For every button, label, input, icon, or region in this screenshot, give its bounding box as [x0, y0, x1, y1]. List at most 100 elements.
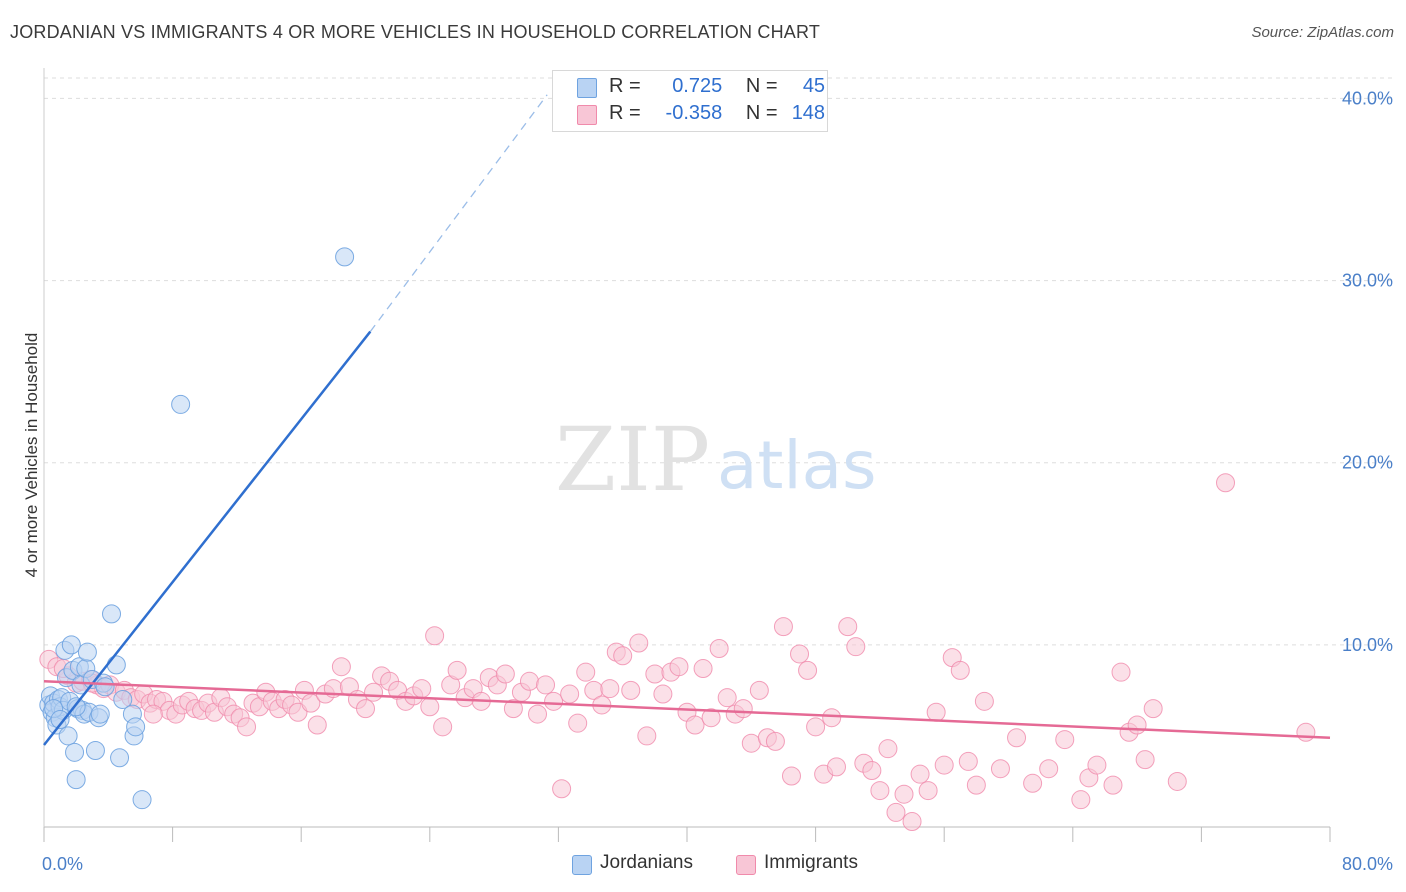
jordanians-point: [50, 710, 70, 730]
immigrants-point: [495, 664, 515, 684]
legend-n-value-jordanians: 45: [802, 75, 826, 97]
legend-r-value-jordanians: 0.725: [672, 75, 723, 97]
trend-lines: [43, 94, 1331, 746]
chart-title: JORDANIAN VS IMMIGRANTS 4 OR MORE VEHICL…: [10, 22, 821, 42]
jordanians-point: [132, 790, 152, 810]
immigrants-point: [637, 726, 657, 746]
immigrants-point: [902, 812, 922, 832]
series-label-jordanians: Jordanians: [600, 852, 693, 873]
series-swatch-jordanians: [572, 855, 592, 875]
legend-r-value-immigrants: -0.358: [665, 102, 723, 124]
immigrants-point: [331, 657, 351, 677]
immigrants-point: [846, 637, 866, 657]
immigrants-point: [519, 671, 539, 691]
immigrants-point: [1007, 728, 1027, 748]
immigrants-point: [974, 691, 994, 711]
jordanians-point: [58, 726, 78, 746]
immigrants-point: [958, 751, 978, 771]
jordanians-point: [90, 704, 110, 724]
immigrants-point: [806, 717, 826, 737]
immigrants-point: [693, 659, 713, 679]
legend-r-label: R =: [609, 75, 647, 97]
jordanians-trend-extension: [369, 94, 548, 332]
watermark-zip: ZIP: [555, 408, 710, 511]
immigrants-point: [966, 775, 986, 795]
y-axis-label: 4 or more Vehicles in Household: [22, 333, 41, 578]
immigrants-point: [990, 759, 1010, 779]
x-tick-label-max: 80.0%: [1342, 854, 1393, 874]
immigrants-point: [685, 715, 705, 735]
immigrants-point: [950, 660, 970, 680]
immigrants-point: [1087, 755, 1107, 775]
jordanians-point: [61, 635, 81, 655]
immigrants-point: [560, 684, 580, 704]
jordanians-point: [95, 677, 115, 697]
jordanians-point: [66, 770, 86, 790]
immigrants-point: [910, 764, 930, 784]
immigrants-point: [412, 679, 432, 699]
jordanians-point: [110, 748, 130, 768]
immigrants-point: [781, 766, 801, 786]
jordanians-point: [65, 742, 85, 762]
immigrants-point: [1111, 662, 1131, 682]
jordanians-point: [106, 655, 126, 675]
immigrants-point: [237, 717, 257, 737]
immigrants-point: [528, 704, 548, 724]
immigrants-point: [425, 626, 445, 646]
immigrants-point: [1103, 775, 1123, 795]
immigrants-point: [765, 731, 785, 751]
jordanians-point: [126, 717, 146, 737]
immigrants-point: [838, 617, 858, 637]
watermark-atlas: atlas: [717, 427, 877, 504]
y-tick-label: 30.0%: [1342, 271, 1393, 291]
immigrants-point: [568, 713, 588, 733]
grid-lines: [44, 77, 1392, 646]
jordanians-point: [102, 604, 122, 624]
immigrants-point: [447, 660, 467, 680]
x-tick-label-min: 0.0%: [42, 854, 83, 874]
immigrants-point: [878, 739, 898, 759]
immigrants-point: [709, 639, 729, 658]
jordanians-point: [77, 642, 97, 662]
immigrants-points: [39, 473, 1316, 832]
y-tick-label: 40.0%: [1342, 88, 1393, 108]
immigrants-point: [926, 702, 946, 722]
immigrants-point: [741, 733, 761, 753]
immigrants-point: [364, 682, 384, 702]
immigrants-point: [1216, 473, 1236, 493]
jordanians-trend-line: [43, 330, 372, 746]
immigrants-point: [862, 761, 882, 781]
watermark: ZIP atlas: [555, 408, 877, 511]
immigrants-point: [790, 644, 810, 664]
immigrants-point: [143, 704, 163, 724]
source-label: Source: ZipAtlas.com: [1251, 24, 1394, 41]
immigrants-point: [544, 691, 564, 711]
legend-swatch-jordanians: [577, 78, 597, 98]
series-label-immigrants: Immigrants: [764, 852, 858, 873]
immigrants-point: [1071, 790, 1091, 810]
immigrants-point: [307, 715, 327, 735]
immigrants-point: [886, 802, 906, 822]
jordanians-points: [39, 247, 355, 810]
y-tick-label: 10.0%: [1342, 635, 1393, 655]
immigrants-point: [934, 755, 954, 775]
jordanians-point: [335, 247, 355, 267]
immigrants-point: [1127, 715, 1147, 735]
jordanians-point: [171, 394, 191, 414]
immigrants-point: [600, 679, 620, 699]
immigrants-point: [1055, 730, 1075, 750]
immigrants-point: [717, 688, 737, 708]
legend-r-label: R =: [609, 102, 647, 124]
immigrants-point: [288, 702, 308, 722]
immigrants-point: [1023, 773, 1043, 793]
correlation-legend: R = 0.725 N = 45 R = -0.358 N = 148: [552, 70, 828, 132]
jordanians-point: [85, 741, 105, 760]
immigrants-point: [629, 633, 649, 653]
immigrants-point: [645, 664, 665, 684]
immigrants-point: [503, 699, 523, 719]
immigrants-point: [669, 657, 689, 677]
immigrants-point: [1135, 750, 1155, 770]
immigrants-point: [918, 781, 938, 801]
immigrants-point: [1039, 759, 1059, 779]
